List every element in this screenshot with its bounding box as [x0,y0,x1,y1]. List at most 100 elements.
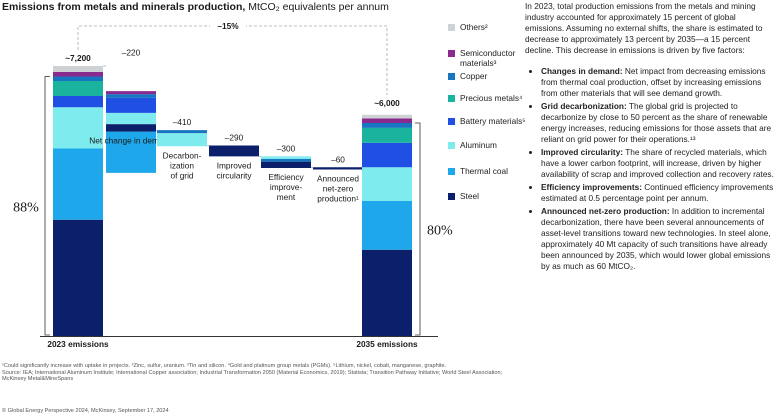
bar-segment-steel [106,124,156,132]
bar-total-label: ~7,200 [65,53,91,63]
change-label-bg [210,19,246,31]
bar-category-label: of grid [170,170,193,180]
bar-category-label: Improved [217,160,252,170]
legend-label: Aluminum [460,140,497,150]
factor-body: Net impact from decreasing emissions fro… [541,66,766,98]
legend-item: Copper [448,71,487,81]
bar-segment-semiconductor-materials [106,91,156,95]
factor-heading: Grid decarbonization: [541,101,627,111]
bar-category-label: ment [277,192,296,202]
bar-segment-copper [106,94,156,98]
bar-change-label: –290 [225,133,244,143]
copyright: © Global Energy Perspective 2024, McKins… [2,408,169,414]
legend-item: Steel [448,191,479,201]
legend-swatch [448,118,455,125]
bar-segment-steel [313,167,363,170]
bar-segment-semiconductor-materials [362,118,412,123]
bar-segment-aluminum [53,107,103,149]
bar-change-label: –60 [331,154,345,164]
bar-category-label: Announced [317,174,359,184]
legend-item: Semiconductor materials³ [448,48,528,68]
legend-item: Aluminum [448,140,497,150]
bar-segment-aluminum [106,112,156,125]
bar-category-label: improve- [270,182,303,192]
legend-label: Semiconductor materials³ [460,48,516,68]
factor-body: The share of recycled materials, which h… [541,147,774,179]
bar-segment-steel [209,145,259,157]
factor-body: Continued efficiency improvements estima… [541,182,774,203]
factor-heading: Changes in demand: [541,66,623,76]
legend-item: Others² [448,22,488,32]
footnote-text: ¹Could significantly increase with uptak… [2,363,447,369]
legend-label: Copper [460,71,488,81]
footnotes: ¹Could significantly increase with uptak… [2,363,512,383]
bar-segment-copper [53,76,103,81]
factor-item: Changes in demand: Net impact from decre… [541,66,777,99]
legend-item: Battery materials⁵ [448,116,526,126]
legend-swatch [448,168,455,175]
factor-heading: Improved circularity: [541,147,624,157]
bar-segment-aluminum [362,167,412,201]
legend-label: Thermal coal [460,166,508,176]
bar-change-label: –220 [122,47,141,57]
bar-category-label: Decarbon- [163,150,202,160]
waterfall-chart: ~7,200 2023 emissions –220 Net change in de… [13,19,453,349]
share-label-2035: 80% [427,224,453,239]
x-category-label: 2023 emissions [47,339,109,349]
chart-panel: ~7,200 2023 emissions –220 Net change in de… [2,1,526,414]
share-bracket [44,76,50,336]
commentary-panel: In 2023, total production emissions from… [525,1,777,274]
share-bracket [415,122,421,336]
bar-segment-thermal-coal [362,201,412,250]
bar-category-label: ization [170,160,194,170]
share-label-2023: 88% [13,200,39,215]
bar-category-label: net-zero [323,184,354,194]
chart-title: Emissions from metals and minerals produ… [2,1,389,13]
bar-segment-copper [261,159,311,162]
legend-swatch [448,24,455,31]
bar-category-label: circularity [216,170,252,180]
legend-swatch [448,50,455,57]
bar-segment-battery-materials [106,97,156,113]
chart-title-unit: MtCO₂ equivalents per annum [245,1,389,13]
legend-item: Thermal coal [448,166,508,176]
chart-title-main: Emissions from metals and minerals produ… [2,1,246,13]
factor-item: Grid decarbonization: The global grid is… [541,101,777,145]
bar-segment-others [362,114,412,119]
legend-label: Others² [460,22,488,32]
bar-change-label: –410 [173,117,192,127]
factor-item: Efficiency improvements: Continued effic… [541,182,777,204]
bar-segment-aluminum [157,133,207,147]
bar-segment-thermal-coal [106,131,156,173]
overall-change-label: –15% [217,21,239,31]
bar-segment-precious-metals [362,127,412,143]
bar-segment-semiconductor-materials [53,72,103,77]
bar-category-label: production¹ [317,194,359,204]
change-bracket [77,25,388,95]
factor-heading: Announced net-zero production: [541,206,670,216]
legend-swatch [448,142,455,149]
bar-segment-steel [261,161,311,168]
legend-swatch [448,95,455,102]
bar-segment-others [53,66,103,72]
legend-label: Battery materials⁵ [460,116,526,126]
factor-item: Improved circularity: The share of recyc… [541,147,777,180]
source-text: Source: IEA; International Aluminum Inst… [2,369,503,383]
bar-segment-steel [362,249,412,336]
bar-segment-battery-materials [362,142,412,168]
x-category-label: 2035 emissions [356,339,418,349]
intro-paragraph: In 2023, total production emissions from… [525,1,763,55]
legend-label: Precious metals⁴ [460,93,523,103]
bar-segment-precious-metals [53,81,103,96]
factor-heading: Efficiency improvements: [541,182,642,192]
bar-change-label: –300 [277,143,296,153]
bar-category-label: Net change in demand [89,136,173,146]
bar-segment-copper [157,130,207,134]
bar-segment-thermal-coal [53,148,103,220]
bar-segment-copper [362,123,412,128]
legend-swatch [448,193,455,200]
factor-body: In addition to incremental decarbonizati… [541,206,771,271]
bar-segment-steel [53,219,103,336]
factor-item: Announced net-zero production: In additi… [541,206,777,272]
bar-segment-aluminum [261,156,311,159]
